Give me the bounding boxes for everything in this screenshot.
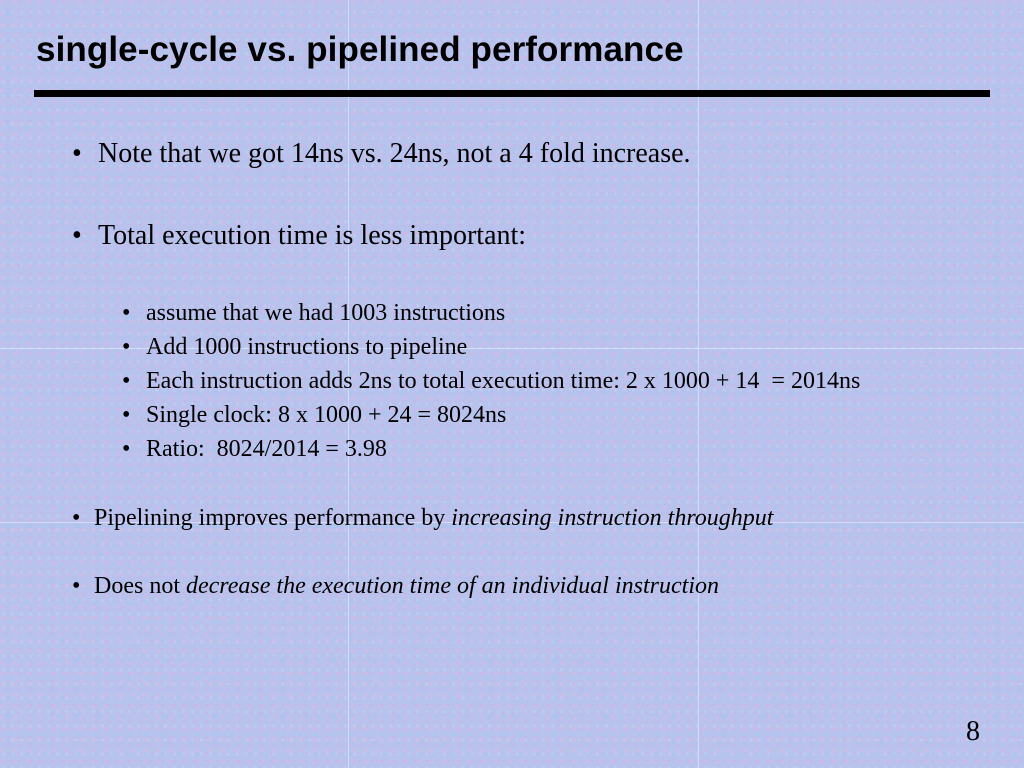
- background-tile-seam: [698, 0, 699, 768]
- bullet-text: Pipelining improves performance by: [94, 505, 452, 531]
- bullet-note: • Note that we got 14ns vs. 24ns, not a 4…: [72, 138, 691, 170]
- sub-bullet-single-clock: • Single clock: 8 x 1000 + 24 = 8024ns: [122, 402, 506, 429]
- sub-bullet-each-instruction: • Each instruction adds 2ns to total exec…: [122, 368, 860, 395]
- background-tile-seam: [0, 522, 1024, 523]
- bullet-dot-icon: •: [122, 300, 131, 326]
- bullet-dot-icon: •: [72, 573, 81, 599]
- bullet-does-not: • Does not decrease the execution time of…: [72, 573, 719, 600]
- bullet-text: Does not: [94, 573, 186, 599]
- bullet-text: Total execution time is less important:: [98, 220, 527, 251]
- sub-bullet-text: assume that we had 1003 instructions: [146, 300, 506, 326]
- sub-bullet-add: • Add 1000 instructions to pipeline: [122, 334, 467, 361]
- bullet-emphasis: decrease the execution time of an indivi…: [186, 573, 719, 599]
- bullet-dot-icon: •: [72, 505, 81, 531]
- background-tile-seam: [0, 348, 1024, 349]
- sub-bullet-text: Single clock: 8 x 1000 + 24 = 8024ns: [146, 402, 507, 428]
- title-underline-rule: [34, 90, 990, 97]
- page-number: 8: [966, 716, 980, 747]
- sub-bullet-text: Each instruction adds 2ns to total execu…: [146, 368, 861, 394]
- sub-bullet-text: Add 1000 instructions to pipeline: [146, 334, 468, 360]
- bullet-emphasis: increasing instruction throughput: [451, 505, 774, 531]
- bullet-dot-icon: •: [72, 220, 82, 251]
- sub-bullet-ratio: • Ratio: 8024/2014 = 3.98: [122, 436, 387, 463]
- slide-title: single-cycle vs. pipelined performance: [36, 30, 684, 69]
- bullet-text: Note that we got 14ns vs. 24ns, not a 4 …: [98, 138, 691, 169]
- bullet-total-execution: • Total execution time is less important:: [72, 220, 526, 252]
- bullet-dot-icon: •: [122, 402, 131, 428]
- bullet-dot-icon: •: [122, 368, 131, 394]
- bullet-dot-icon: •: [122, 436, 131, 462]
- bullet-dot-icon: •: [122, 334, 131, 360]
- background-tile-seam: [348, 0, 349, 768]
- sub-bullet-assume: • assume that we had 1003 instructions: [122, 300, 505, 327]
- bullet-pipelining: • Pipelining improves performance by incr…: [72, 505, 773, 532]
- bullet-dot-icon: •: [72, 138, 82, 169]
- sub-bullet-text: Ratio: 8024/2014 = 3.98: [146, 436, 387, 462]
